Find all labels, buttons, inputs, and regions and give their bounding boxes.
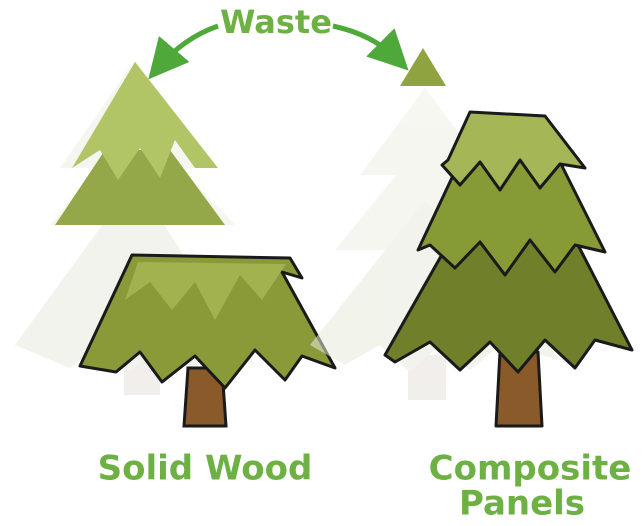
waste-label: Waste (220, 3, 332, 41)
right-waste-tip (400, 48, 446, 86)
panels-label: Panels (459, 484, 585, 524)
arrow-left (158, 26, 218, 68)
page: Waste Solid Wood Composite Panels (() =>… (0, 0, 642, 526)
composite-label: Composite (429, 449, 632, 489)
arrow-right (333, 26, 398, 60)
illustration: Waste Solid Wood Composite Panels (0, 0, 642, 526)
solid-wood-label: Solid Wood (98, 449, 313, 489)
